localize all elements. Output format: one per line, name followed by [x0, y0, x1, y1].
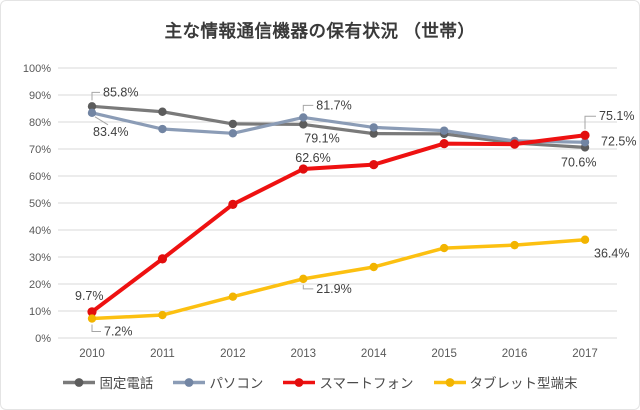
series-line-pc [90, 111, 587, 144]
leader-line [91, 91, 100, 101]
marker-smartphone-2014 [369, 160, 379, 170]
marker-fixed-phone-2010 [87, 102, 97, 111]
x-axis-tick: 2015 [431, 348, 457, 360]
y-axis-tick: 80% [29, 117, 51, 129]
legend-marker-smartphone [283, 377, 316, 387]
marker-pc-2011 [158, 124, 167, 134]
legend-label: 固定電話 [99, 376, 154, 391]
legend: 固定電話 パソコン スマートフォン タブレット型端末 [1, 372, 639, 392]
y-axis-tick: 70% [29, 144, 51, 156]
leader-line [91, 324, 101, 333]
legend-item-tablet: タブレット型端末 [433, 372, 578, 392]
data-label: 83.4% [93, 125, 128, 139]
x-axis-tick: 2016 [502, 348, 528, 360]
marker-pc-2014 [369, 123, 378, 132]
x-axis-tick: 2012 [220, 348, 246, 360]
y-axis-tick: 40% [29, 225, 51, 237]
x-axis-tick: 2013 [290, 348, 316, 360]
legend-marker-tablet [433, 377, 466, 387]
marker-tablet-2010 [87, 314, 97, 323]
marker-fixed-phone-2011 [158, 107, 167, 116]
data-label: 85.8% [103, 85, 138, 99]
marker-fixed-phone-2012 [228, 119, 238, 129]
legend-marker-fixed-phone [63, 377, 96, 387]
marker-smartphone-2011 [157, 254, 168, 264]
y-axis-tick: 30% [29, 252, 51, 264]
x-axis-tick: 2010 [79, 348, 105, 360]
legend-item-fixed-phone: 固定電話 [62, 372, 153, 392]
legend-dot [75, 377, 84, 387]
leader-line [584, 115, 597, 130]
marker-pc-2010 [87, 108, 97, 118]
y-axis-tick: 90% [29, 90, 51, 102]
data-label: 70.6% [561, 155, 596, 169]
data-label: 81.7% [316, 98, 351, 112]
marker-pc-2012 [228, 129, 238, 138]
marker-fixed-phone-2013 [299, 120, 308, 129]
chart-title: 主な情報通信機器の保有状況 （世帯） [165, 21, 476, 41]
x-axis-tick: 2011 [150, 348, 175, 360]
data-label: 79.1% [304, 131, 339, 145]
y-axis-tick: 50% [29, 198, 51, 210]
legend-item-smartphone: スマートフォン [282, 372, 414, 392]
legend-label: パソコン [209, 376, 264, 391]
marker-tablet-2013 [299, 274, 308, 284]
marker-smartphone-2015 [439, 139, 449, 149]
legend-label: タブレット型端末 [469, 376, 578, 391]
marker-smartphone-2012 [228, 199, 238, 209]
marker-tablet-2015 [439, 243, 449, 253]
legend-marker-pc [173, 377, 206, 387]
leader-line [94, 116, 109, 126]
data-label: 21.9% [316, 282, 351, 296]
y-axis-tick: 60% [29, 171, 51, 183]
marker-smartphone-2013 [298, 164, 308, 174]
leader-line [302, 104, 314, 112]
marker-pc-2015 [439, 126, 449, 135]
data-label: 72.5% [601, 134, 636, 148]
leader-line [302, 284, 314, 290]
data-labels: 85.8% 83.4% 81.7% 79.1% 62.6% 9.7% 7.2% 21.9% 75… [75, 85, 636, 338]
data-label: 75.1% [599, 109, 634, 123]
marker-smartphone-2016 [509, 139, 520, 149]
legend-label: スマートフォン [319, 376, 414, 391]
y-axis-tick: 10% [29, 306, 51, 318]
data-label: 7.2% [104, 325, 133, 339]
legend-item-pc: パソコン [172, 372, 263, 392]
marker-tablet-2012 [228, 292, 238, 301]
marker-pc-2013 [299, 113, 308, 122]
marker-tablet-2017 [580, 235, 590, 244]
marker-fixed-phone-2014 [369, 129, 378, 138]
marker-smartphone-2017 [580, 130, 590, 140]
data-label: 9.7% [75, 289, 104, 303]
series-line-tablet [90, 237, 587, 321]
axis-labels: 0% 10% 20% 30% 40% 50% 60% 70% 80% 90% 100% 2010 201… [23, 63, 598, 360]
series-line-fixed-phone [90, 104, 587, 149]
x-axis-tick: 2014 [361, 348, 387, 360]
marker-tablet-2016 [510, 240, 519, 250]
series-line-smartphone [90, 133, 588, 314]
y-axis-tick: 100% [23, 63, 51, 75]
y-axis-tick: 0% [35, 333, 51, 345]
legend-dot [445, 377, 454, 387]
marker-tablet-2011 [158, 310, 167, 320]
marker-tablet-2014 [369, 262, 378, 272]
marker-smartphone-2010 [87, 307, 97, 317]
legend-dot [295, 377, 304, 387]
marker-pc-2017 [580, 138, 590, 147]
data-label: 62.6% [295, 151, 330, 165]
legend-dot [185, 377, 194, 387]
series-lines [87, 102, 590, 323]
y-axis-tick: 20% [29, 279, 51, 291]
x-axis-tick: 2017 [572, 348, 598, 360]
data-label: 36.4% [594, 247, 629, 261]
